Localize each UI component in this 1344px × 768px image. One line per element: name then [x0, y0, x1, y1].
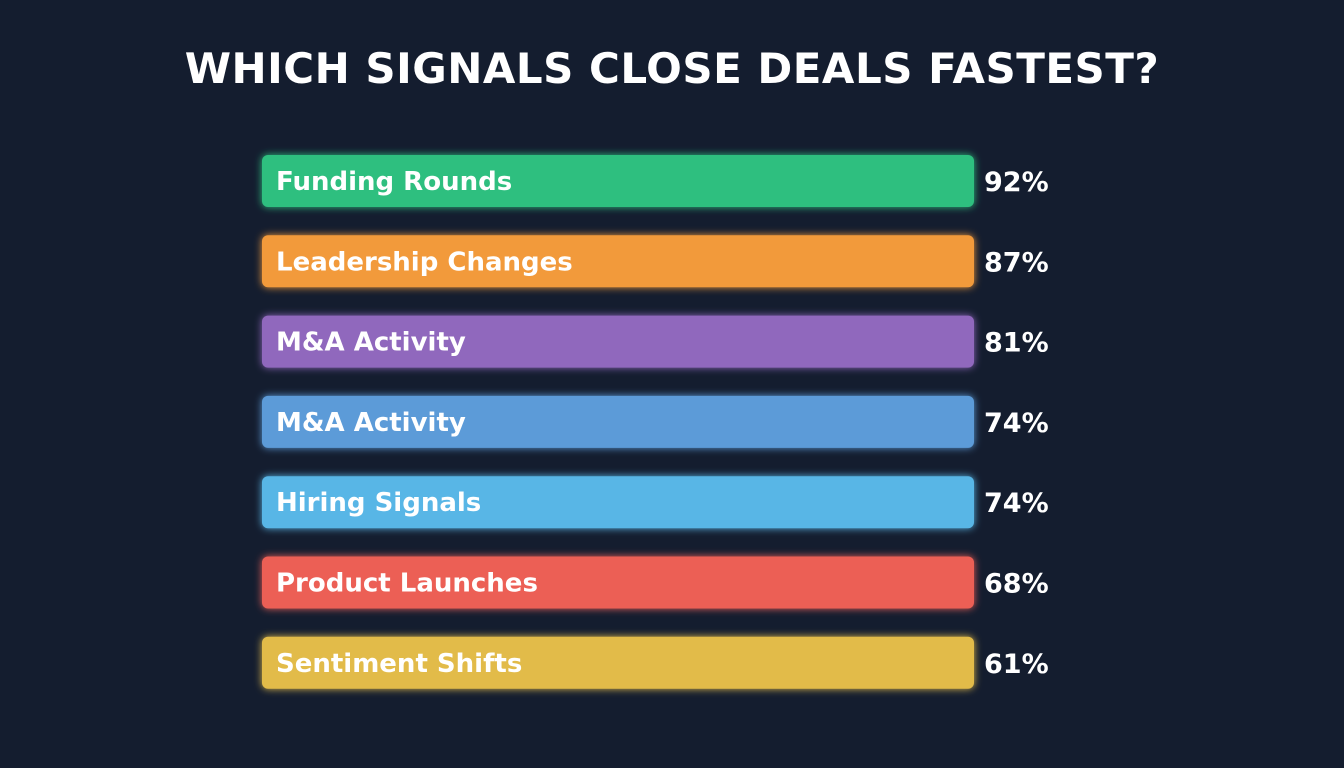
bar-label-0: Funding Rounds — [276, 167, 512, 197]
value-label-6: 61% — [984, 649, 1049, 680]
value-label-5: 68% — [984, 569, 1049, 600]
value-label-2: 81% — [984, 328, 1049, 359]
bars-group: Funding Rounds 92% Leadership Changes 87% M&… — [262, 155, 1049, 689]
bar-3 — [262, 395, 974, 448]
bar-0 — [262, 155, 974, 207]
bar-label-3: M&A Activity — [276, 408, 466, 438]
bar-1 — [262, 235, 974, 288]
chart-title: WHICH SIGNALS CLOSE DEALS FASTEST? — [184, 44, 1160, 93]
value-label-0: 92% — [984, 167, 1049, 198]
value-label-4: 74% — [984, 488, 1049, 519]
bar-6 — [262, 636, 974, 689]
bar-label-2: M&A Activity — [276, 328, 466, 358]
bar-4 — [262, 476, 974, 529]
bar-2 — [262, 315, 974, 368]
value-label-1: 87% — [984, 247, 1049, 278]
bar-5 — [262, 556, 974, 609]
value-label-3: 74% — [984, 408, 1049, 439]
bar-label-1: Leadership Changes — [276, 247, 573, 277]
bar-label-6: Sentiment Shifts — [276, 649, 522, 679]
bar-label-5: Product Launches — [276, 569, 538, 599]
bar-label-4: Hiring Signals — [276, 488, 481, 518]
